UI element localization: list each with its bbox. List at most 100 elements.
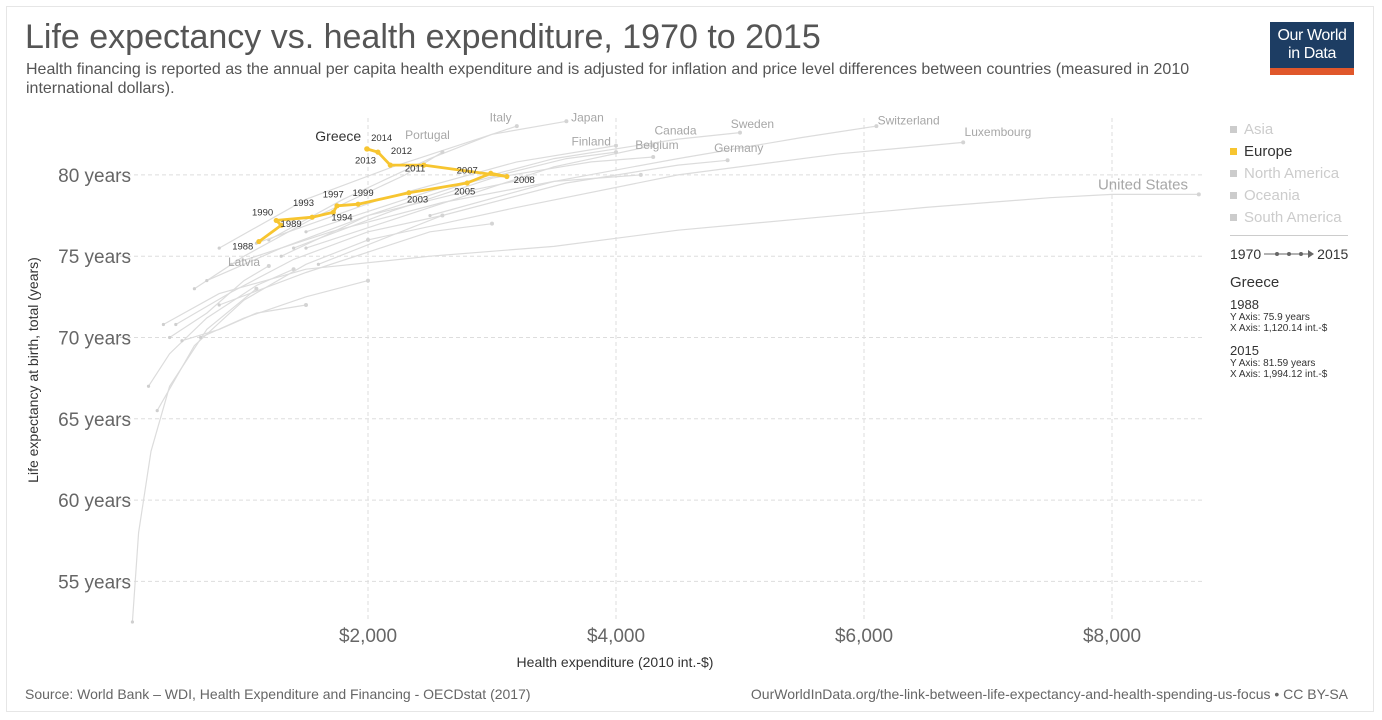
series-start-point (146, 384, 151, 388)
background-series-japan (217, 119, 569, 250)
greece-point (421, 162, 427, 168)
greece-point (464, 180, 470, 186)
info-end-y-value: Y Axis: 81.59 years (1230, 358, 1316, 369)
series-end-point (738, 130, 742, 135)
series-start-point (304, 230, 308, 234)
series-line (305, 145, 654, 249)
legend-item-north-america[interactable]: North America (1230, 162, 1370, 184)
greece-point (273, 217, 279, 224)
background-series-belgium (292, 155, 656, 250)
info-end-year: 2015 (1230, 343, 1259, 358)
annotation-country: Sweden (731, 117, 774, 131)
series-end-point (614, 143, 618, 148)
legend-item-oceania[interactable]: Oceania (1230, 184, 1370, 206)
legend: Asia Europe North America Oceania South … (1230, 118, 1370, 380)
annotation-country: Switzerland (878, 114, 940, 128)
series-start-point (174, 322, 178, 327)
source-link[interactable]: OurWorldInData.org/the-link-between-life… (750, 686, 1348, 702)
series-start-point (217, 303, 221, 307)
x-axis-label: Health expenditure (2010 int.-$) (517, 654, 714, 670)
y-tick-label: 55 years (58, 572, 131, 593)
x-tick-label: $4,000 (587, 626, 645, 647)
legend-swatch (1230, 169, 1237, 177)
legend-divider (1230, 235, 1348, 236)
annotation-country: Portugal (405, 128, 450, 142)
y-axis-label: Life expectancy at birth, total (years) (25, 257, 41, 483)
greece-point (309, 214, 315, 220)
annotation-year: 1994 (331, 212, 352, 223)
series-end-point (651, 155, 656, 160)
series-end-point (527, 176, 532, 181)
legend-item-south-america[interactable]: South America (1230, 206, 1370, 228)
series-line (218, 223, 493, 306)
series-end-point (490, 221, 494, 226)
series-start-point (230, 262, 234, 266)
y-tick-label: 75 years (58, 247, 131, 268)
series-start-point (130, 620, 134, 624)
owid-logo[interactable]: Our World in Data (1270, 22, 1354, 75)
x-tick-label: $2,000 (339, 626, 397, 647)
background-series-sweden (304, 130, 742, 234)
y-tick-label: 65 years (58, 410, 131, 431)
series-line (200, 280, 369, 339)
series-end-point (266, 263, 271, 268)
annotation-year: 1990 (252, 208, 273, 219)
hover-info-panel: Greece 1988 Y Axis: 75.9 years X Axis: 1… (1230, 274, 1370, 380)
series-line (256, 145, 617, 244)
series-end-point (1196, 192, 1201, 197)
series-line (367, 141, 964, 241)
legend-label: Oceania (1244, 186, 1300, 204)
legend-item-europe[interactable]: Europe (1230, 140, 1370, 162)
y-tick-label: 70 years (58, 328, 131, 349)
annotation-year: 2007 (457, 165, 478, 176)
legend-swatch (1230, 147, 1237, 155)
series-end-point (366, 237, 370, 242)
series-end-point (254, 286, 259, 291)
series-line (131, 288, 257, 623)
series-end-point (874, 124, 879, 129)
series-start-point (161, 322, 165, 327)
series-line (218, 120, 567, 249)
legend-label: North America (1244, 164, 1340, 182)
background-series-latvia (168, 263, 271, 340)
series-end-point (304, 302, 308, 307)
timeline-legend: 1970 2015 (1230, 244, 1370, 264)
series-start-point (316, 262, 320, 266)
annotation-year: 1997 (323, 190, 344, 201)
series-end-point (564, 119, 569, 124)
annotation-country: Canada (654, 123, 696, 137)
series-line (163, 193, 1199, 326)
series-start-point (292, 246, 296, 250)
source-note: Source: World Bank – WDI, Health Expendi… (25, 686, 531, 702)
series-end-point (638, 172, 643, 177)
x-tick-label: $6,000 (835, 626, 893, 647)
greece-point (375, 149, 381, 155)
background-series-united-states (161, 192, 1201, 327)
legend-item-asia[interactable]: Asia (1230, 118, 1370, 140)
legend-swatch (1230, 213, 1237, 221)
annotation-country: Japan (571, 110, 604, 124)
background-series-series-h (230, 172, 643, 266)
series-line (318, 159, 728, 265)
greece-point (364, 146, 370, 152)
info-start-x-value: X Axis: 1,120.14 int.-$ (1230, 323, 1328, 334)
series-start-point (217, 246, 221, 250)
annotation-year: 2012 (391, 146, 412, 157)
series-start-point (192, 287, 196, 291)
annotation-year: 2014 (371, 133, 392, 144)
series-line (305, 132, 741, 233)
annotation-country: Finland (572, 135, 611, 149)
series-line (175, 214, 443, 326)
series-start-point (168, 335, 172, 340)
legend-label: South America (1244, 208, 1342, 226)
series-end-point (961, 140, 966, 145)
series-end-point (514, 124, 519, 129)
series-start-point (199, 335, 203, 340)
series-end-point (651, 143, 656, 148)
annotation-country: Italy (490, 110, 512, 124)
greece-point (330, 209, 336, 215)
series-start-point (304, 246, 308, 250)
annotation-country: Belgium (635, 138, 678, 152)
greece-point (278, 222, 284, 228)
